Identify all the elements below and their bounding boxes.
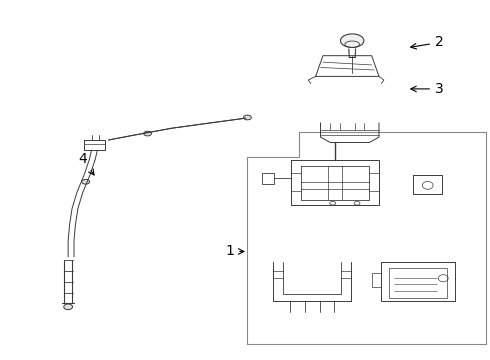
Ellipse shape bbox=[144, 131, 151, 136]
Text: 4: 4 bbox=[78, 152, 94, 175]
Bar bbox=[389, 267, 447, 298]
Bar bbox=[262, 173, 274, 184]
Ellipse shape bbox=[244, 115, 251, 120]
Text: 1: 1 bbox=[225, 244, 244, 258]
Ellipse shape bbox=[341, 34, 364, 48]
Text: 2: 2 bbox=[411, 36, 444, 49]
Ellipse shape bbox=[64, 304, 73, 310]
Bar bbox=[381, 262, 455, 301]
Text: 3: 3 bbox=[411, 82, 444, 96]
Ellipse shape bbox=[82, 180, 90, 184]
